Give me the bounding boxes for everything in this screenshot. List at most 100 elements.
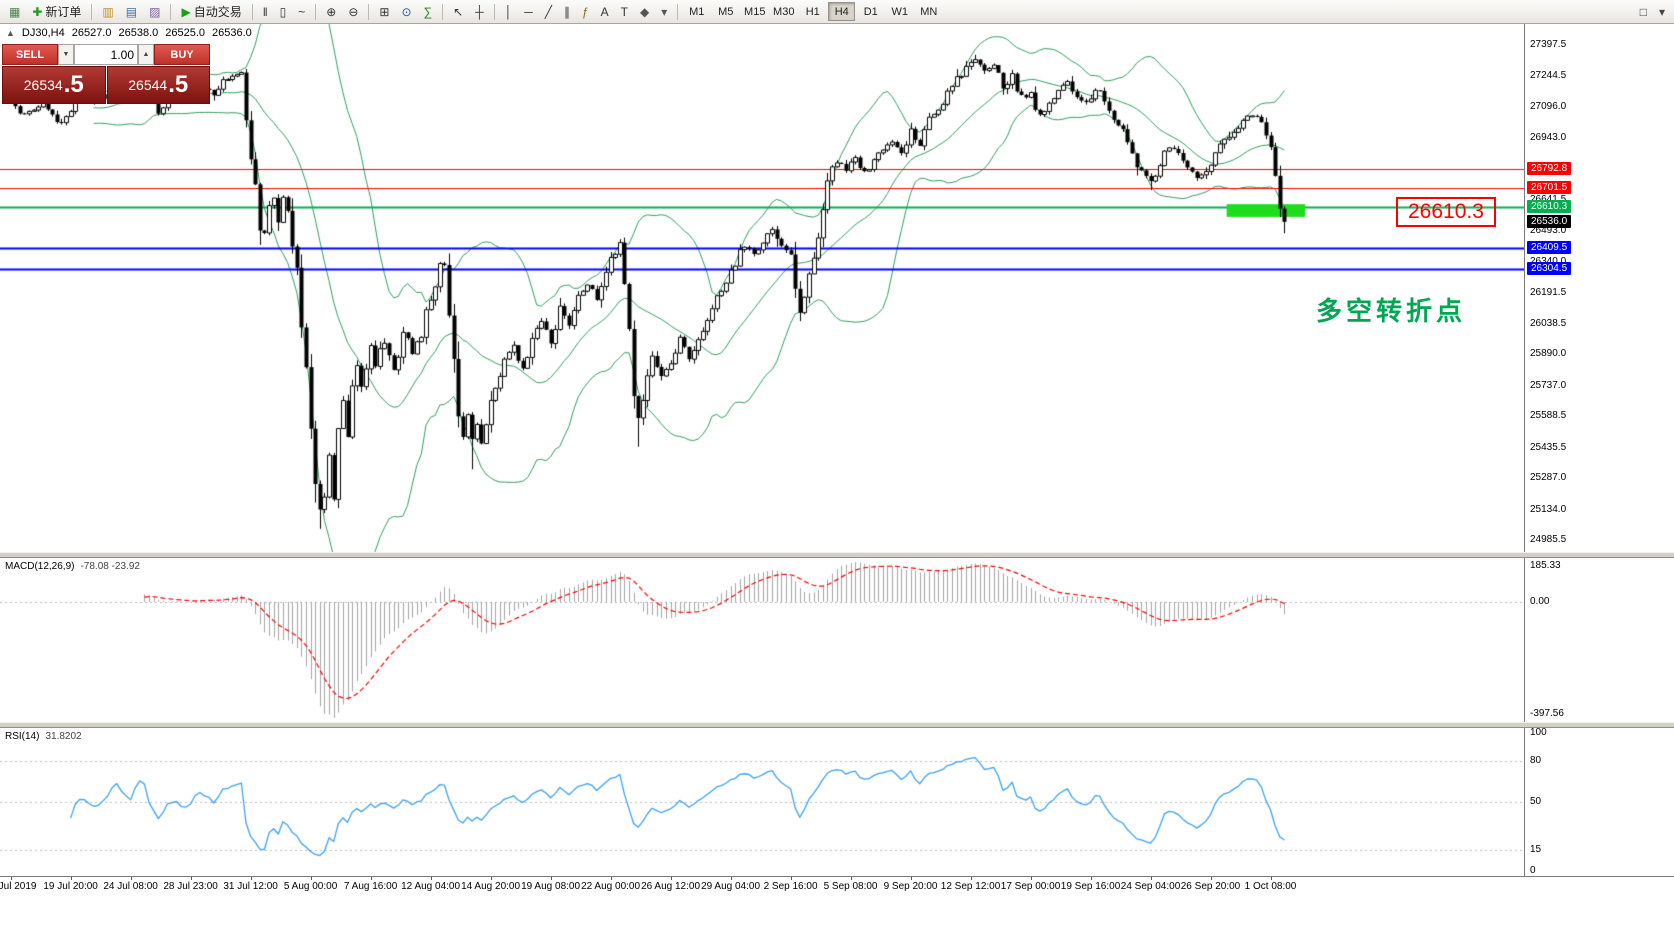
price-axis[interactable]: 27397.527244.527096.026943.026641.526493…: [1524, 24, 1674, 876]
panel-separator[interactable]: [0, 722, 1674, 728]
terminal-icon-icon: ▦: [9, 4, 21, 19]
chart-windows-button[interactable]: □: [1635, 2, 1652, 22]
time-tick: [790, 877, 792, 880]
time-axis-label: 28 Jul 23:00: [163, 881, 218, 892]
data-window-button[interactable]: ▤: [121, 2, 142, 22]
price-line-label: 26792.8: [1527, 162, 1572, 176]
timeframe-m1-button[interactable]: M1: [683, 2, 710, 21]
indicators-button[interactable]: ∑: [419, 2, 438, 22]
macd-axis-label: 185.33: [1530, 560, 1561, 571]
toolbar-more-button[interactable]: ▾: [1654, 2, 1670, 22]
price-axis-label: 27096.0: [1530, 100, 1567, 112]
price-axis-label: 25890.0: [1530, 348, 1567, 360]
time-axis-label: 1 Oct 08:00: [1244, 881, 1297, 892]
label-button[interactable]: T: [616, 2, 633, 22]
horizontal-line-button[interactable]: ─: [519, 2, 538, 22]
navigator-button[interactable]: ▨: [144, 2, 165, 22]
timeframe-m30-button[interactable]: M30: [770, 2, 797, 21]
rsi-panel-canvas[interactable]: [0, 728, 1524, 876]
auto-trading-button[interactable]: ▶ 自动交易: [176, 2, 246, 22]
crosshair-button[interactable]: ┼: [470, 2, 489, 22]
period-icon: ⊙: [401, 4, 412, 19]
crosshair-icon: ┼: [475, 4, 484, 19]
timeframe-h1-button[interactable]: H1: [799, 2, 826, 21]
price-axis-label: 26038.5: [1530, 317, 1567, 329]
chart-ohlc-title: ▲ DJ30,H4 26527.0 26538.0 26525.0 26536.…: [6, 27, 252, 39]
toolbar-separator: [251, 3, 253, 20]
price-chart-canvas[interactable]: [0, 24, 1524, 552]
timeframe-mn-button[interactable]: MN: [915, 2, 942, 21]
fibonacci-icon: ƒ: [581, 4, 589, 19]
zoom-out-button[interactable]: ⊖: [343, 2, 363, 22]
time-tick: [10, 877, 12, 880]
time-axis-label: 24 Sep 04:00: [1120, 881, 1181, 892]
shapes-button[interactable]: ◆: [635, 2, 654, 22]
time-tick: [610, 877, 612, 880]
time-tick: [70, 877, 72, 880]
tile-windows-button[interactable]: ⊞: [374, 2, 394, 22]
auto-trading-icon: ▶: [181, 4, 191, 19]
price-axis-label: 25588.5: [1530, 410, 1567, 422]
line-chart-button[interactable]: ~: [293, 2, 310, 22]
candlestick-chart-button[interactable]: ▯: [275, 2, 292, 22]
new-order-button[interactable]: ✚ 新订单: [27, 2, 86, 22]
price-axis-label: 24985.5: [1530, 533, 1567, 545]
trendline-button[interactable]: ╱: [540, 2, 557, 22]
sell-button[interactable]: SELL: [2, 44, 58, 65]
horizontal-line-icon: ─: [524, 4, 533, 19]
buy-price-frac: .5: [168, 71, 189, 98]
rsi-indicator-label: RSI(14) 31.8202: [5, 731, 82, 742]
period-button[interactable]: ⊙: [396, 2, 416, 22]
cursor-button[interactable]: ↖: [448, 2, 468, 22]
time-tick: [190, 877, 192, 880]
rsi-value: 31.8202: [45, 731, 82, 742]
time-tick: [550, 877, 552, 880]
channel-icon: ∥: [563, 4, 570, 19]
time-tick: [1210, 877, 1212, 880]
timeframe-m15-button[interactable]: M15: [741, 2, 768, 21]
toolbar-right-group: □ ▾: [1634, 2, 1671, 22]
channel-button[interactable]: ∥: [559, 2, 575, 22]
time-axis-label: 19 Jul 20:00: [43, 881, 98, 892]
note-text[interactable]: 多空转折点: [1316, 296, 1467, 326]
time-tick: [910, 877, 912, 880]
trendline-icon: ╱: [544, 4, 552, 19]
terminal-icon-button[interactable]: ▦: [4, 2, 25, 22]
current-price-label: 26536.0: [1527, 214, 1572, 228]
panel-separator[interactable]: [0, 552, 1674, 558]
timeframe-w1-button[interactable]: W1: [886, 2, 913, 21]
macd-axis-label: 0.00: [1530, 595, 1550, 607]
price-callout-box[interactable]: 26610.3: [1396, 197, 1496, 227]
volume-up-button[interactable]: ▲: [138, 44, 154, 65]
market-watch-button[interactable]: ▥: [97, 2, 118, 22]
zoom-in-button[interactable]: ⊕: [321, 2, 341, 22]
time-axis-label: 17 Jul 2019: [0, 881, 37, 892]
toolbar-separator: [493, 3, 495, 20]
text-icon: A: [600, 4, 609, 19]
time-axis-label: 9 Sep 20:00: [883, 881, 938, 892]
bar-chart-button[interactable]: ‖: [258, 2, 273, 22]
toolbar-separator: [368, 3, 370, 20]
buy-button[interactable]: BUY: [154, 44, 210, 65]
volume-input[interactable]: [74, 44, 138, 65]
rsi-axis-label: 0: [1530, 865, 1536, 876]
sell-price-main: 26534: [23, 77, 63, 93]
time-axis-label: 19 Sep 16:00: [1060, 881, 1121, 892]
time-axis[interactable]: 17 Jul 2019 19 Jul 20:00 24 Jul 08:00 28 Ju…: [0, 876, 1674, 951]
text-button[interactable]: A: [596, 2, 614, 22]
time-tick: [490, 877, 492, 880]
ohlc-open: 26527.0: [71, 27, 112, 39]
sell-price-panel[interactable]: 26534 .5: [2, 66, 106, 104]
arrows-dropdown-button[interactable]: ▾: [656, 2, 672, 22]
timeframe-m5-button[interactable]: M5: [712, 2, 739, 21]
fibonacci-button[interactable]: ƒ: [577, 2, 594, 22]
macd-panel-canvas[interactable]: [0, 558, 1524, 722]
time-axis-label: 19 Aug 08:00: [521, 881, 581, 892]
collapse-one-click-icon[interactable]: ▲: [6, 28, 15, 38]
vertical-line-button[interactable]: │: [500, 2, 518, 22]
buy-price-panel[interactable]: 26544 .5: [106, 66, 210, 104]
toolbar-more-icon: ▾: [1658, 4, 1665, 19]
volume-down-button[interactable]: ▼: [58, 44, 74, 65]
timeframe-h4-button[interactable]: H4: [828, 2, 856, 21]
timeframe-d1-button[interactable]: D1: [857, 2, 884, 21]
